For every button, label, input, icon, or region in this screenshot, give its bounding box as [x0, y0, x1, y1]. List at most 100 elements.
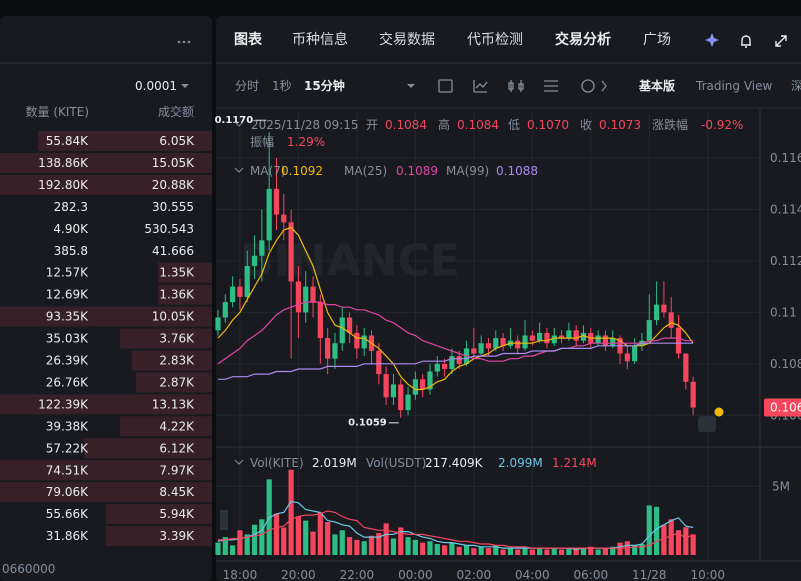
toolbar-icons[interactable]	[438, 79, 607, 93]
order-amount: 8.45K	[159, 485, 195, 499]
candle-body	[376, 350, 382, 375]
chart: 0.1060.1080.110.1120.1140.1165M18:0020:0…	[215, 108, 801, 581]
candle-body	[434, 363, 440, 372]
legend-label: MA(7)	[250, 164, 286, 178]
candle-body	[573, 330, 579, 341]
y-tick-label: 0.114	[770, 202, 801, 216]
volume-bar	[420, 542, 426, 555]
interval[interactable]: 分时	[235, 79, 259, 93]
y-tick-label: 0.108	[770, 357, 801, 371]
order-quantity: 26.76K	[46, 375, 89, 389]
dropdown-arrow[interactable]	[407, 84, 415, 88]
legend-label: Vol(USDT)	[366, 456, 426, 470]
order-amount: 2.83K	[159, 354, 195, 368]
candle-body	[595, 335, 601, 344]
candle-body	[222, 302, 228, 318]
depth-bar	[106, 504, 212, 525]
legend-label: Vol(KITE)	[250, 456, 304, 470]
tab[interactable]: 图表	[234, 31, 263, 48]
volume-bar	[317, 512, 323, 555]
order-quantity: 12.69K	[46, 288, 89, 302]
candle-body	[405, 394, 411, 411]
candle-body	[580, 332, 587, 341]
candle-body	[295, 281, 302, 313]
tab[interactable]: 广场	[643, 32, 671, 48]
volume-bar	[427, 541, 433, 555]
info-label: 低	[508, 118, 520, 132]
candle-body	[610, 338, 616, 346]
candle-body	[493, 338, 499, 349]
volume-bar	[449, 542, 455, 555]
candle-body	[471, 348, 477, 354]
candle-body	[339, 317, 345, 344]
scroll-button[interactable]	[220, 510, 228, 530]
volume-bar	[390, 538, 397, 555]
precision[interactable]: 0.0001	[135, 79, 177, 93]
tab[interactable]: 代币检测	[467, 32, 523, 48]
volume-bar	[500, 549, 506, 555]
order-quantity: 57.22K	[46, 441, 89, 455]
candle-body	[354, 332, 360, 349]
volume-bar	[507, 548, 513, 555]
candle-body	[332, 343, 338, 359]
candle-body	[675, 327, 682, 354]
depth-bar	[0, 174, 212, 195]
volume-bar	[595, 549, 601, 555]
interval[interactable]: 1秒	[272, 79, 292, 93]
candle-body	[420, 379, 426, 390]
candle-body	[537, 332, 543, 341]
volume-bar	[251, 524, 258, 555]
info-value: 0.1084	[457, 118, 499, 132]
tab[interactable]: 交易数据	[379, 31, 435, 48]
depth-bar	[0, 482, 212, 503]
candle-body	[325, 338, 331, 359]
candle-body	[449, 356, 455, 369]
y-tick-label: 5M	[772, 479, 790, 493]
order-quantity: 74.51K	[46, 463, 89, 477]
view-option[interactable]: 基本版	[638, 78, 675, 93]
volume-bar	[368, 535, 375, 555]
legend-value: 1.214M	[552, 456, 597, 470]
candle-body	[273, 188, 280, 215]
menu-icon[interactable]	[177, 40, 191, 44]
candle-body	[456, 356, 462, 364]
tab[interactable]: 币种信息	[292, 31, 348, 48]
candle-body	[237, 286, 243, 297]
volume-bar	[632, 545, 638, 555]
info-value: 0.1084	[385, 118, 427, 132]
replay-button[interactable]	[698, 416, 716, 432]
volume-bar	[325, 522, 331, 555]
header-icons[interactable]	[705, 33, 787, 48]
order-quantity: 282.3	[54, 200, 88, 214]
legend-label: MA(25)	[344, 164, 387, 178]
candle-body	[566, 330, 572, 339]
volume-bar	[522, 546, 528, 555]
volume-bar	[646, 505, 652, 555]
candle-body	[412, 379, 418, 395]
legend-value: 0.1089	[396, 164, 438, 178]
view-option[interactable]: 深	[791, 79, 801, 93]
live-dot	[714, 407, 724, 417]
volume-bar	[295, 516, 302, 555]
y-tick-label: 0.116	[770, 151, 801, 165]
candle-body	[500, 338, 506, 346]
view-option[interactable]: Trading View	[695, 79, 773, 93]
tab[interactable]: 交易分析	[555, 31, 611, 48]
order-quantity: 122.39K	[38, 397, 89, 411]
ma-line	[217, 226, 694, 391]
interval[interactable]: 15分钟	[304, 78, 345, 93]
order-quantity: 4.90K	[53, 222, 89, 236]
dropdown-arrow[interactable]	[181, 84, 189, 88]
candle-body	[288, 222, 294, 282]
candle-body	[346, 317, 353, 333]
order-amount: 530.543	[144, 222, 194, 236]
volume-bar	[442, 545, 448, 555]
volume-bar	[493, 545, 499, 555]
depth-bar	[120, 416, 212, 437]
candle-body	[690, 381, 696, 408]
column-header: 数量 (KITE)	[26, 104, 90, 119]
candle-body	[632, 345, 638, 362]
candle-body	[230, 286, 236, 303]
volume-bar	[288, 469, 294, 555]
